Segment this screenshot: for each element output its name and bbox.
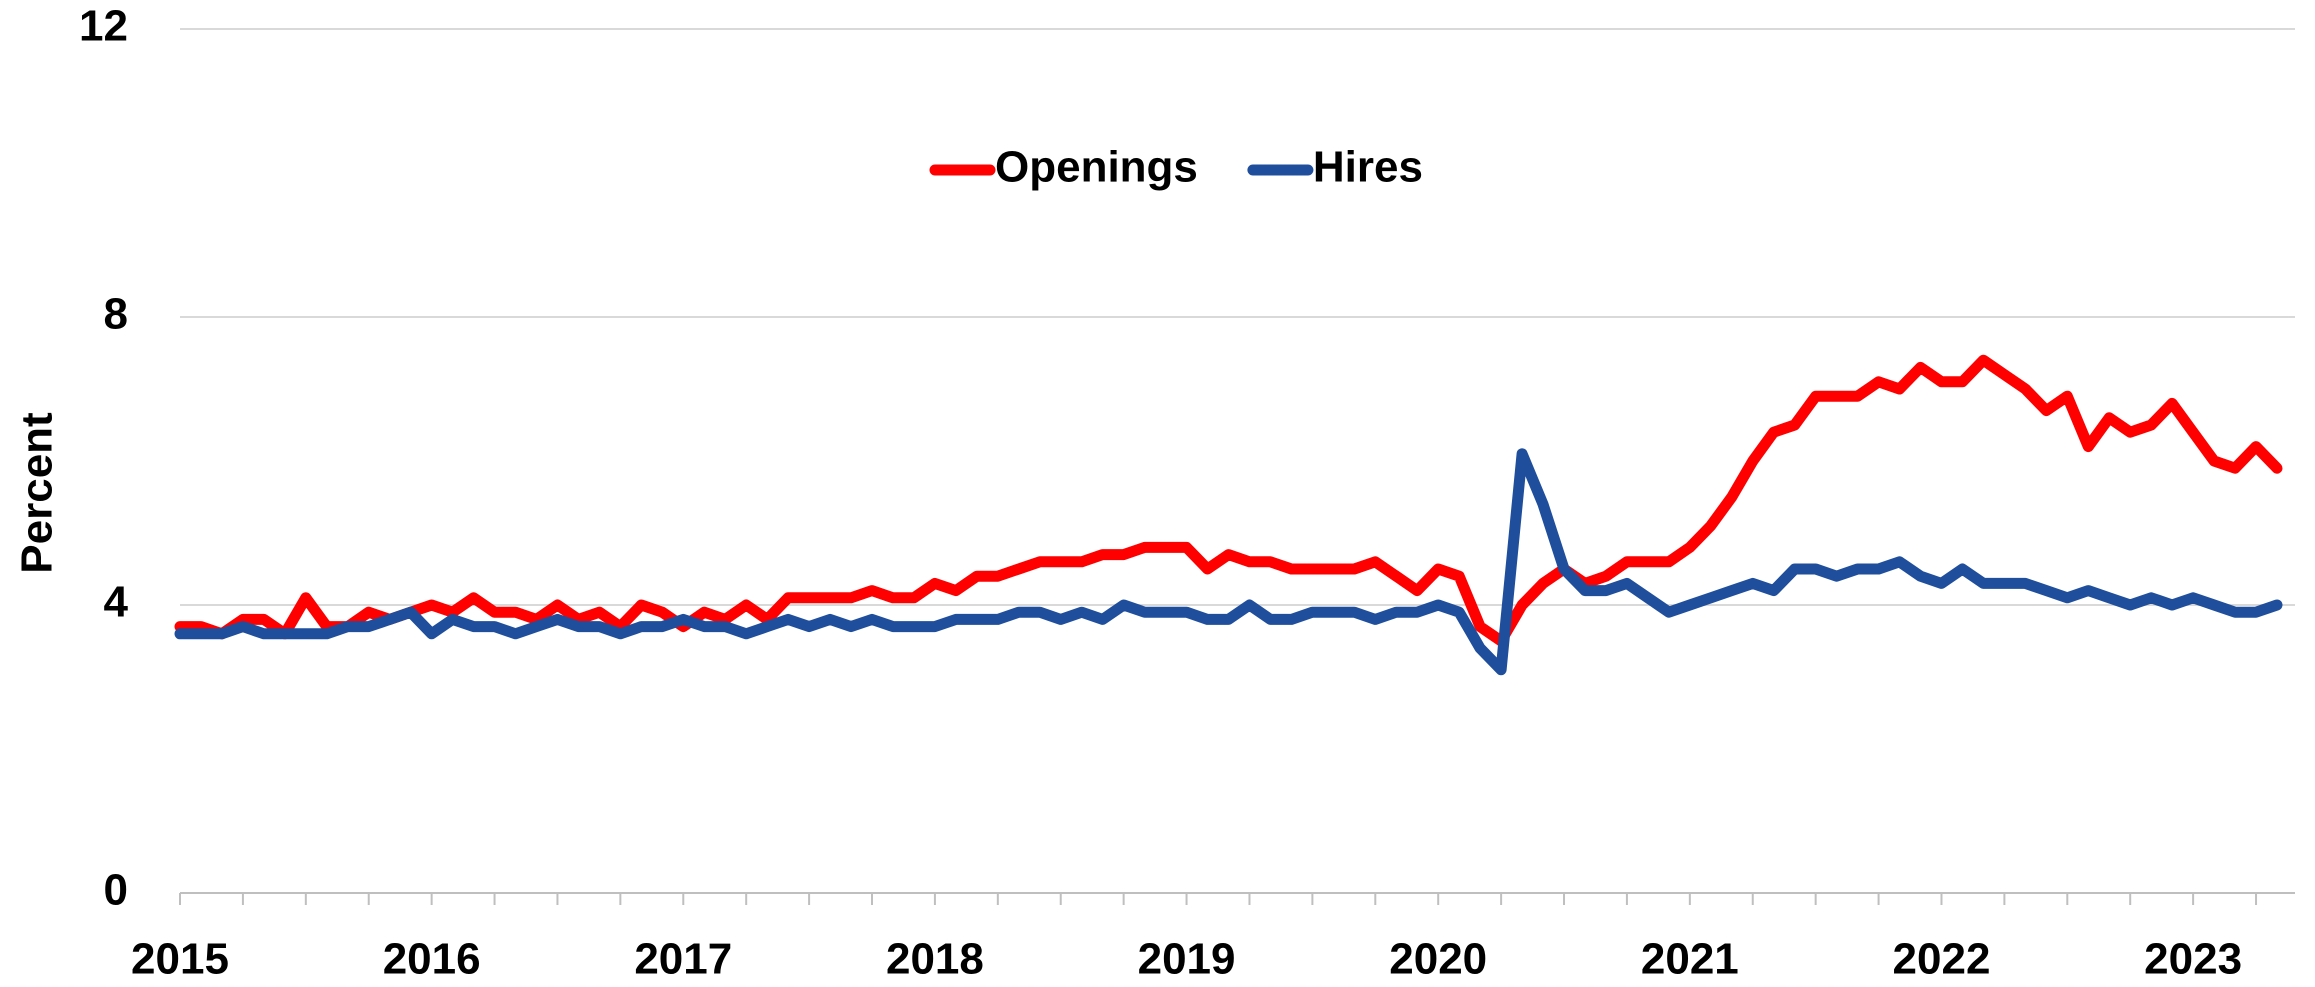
- y-tick-label: 0: [104, 866, 128, 915]
- x-tick-label: 2015: [131, 935, 229, 984]
- x-tick-label: 2023: [2144, 935, 2242, 984]
- x-tick-label: 2021: [1641, 935, 1739, 984]
- y-tick-label: 12: [79, 2, 128, 51]
- x-tick-label: 2019: [1138, 935, 1236, 984]
- x-tick-label: 2017: [634, 935, 732, 984]
- series-line: [174, 354, 2283, 647]
- legend-label: Openings: [995, 143, 1198, 192]
- x-tick-label: 2018: [886, 935, 984, 984]
- y-axis-label: Percent: [13, 412, 62, 574]
- y-tick-label: 8: [104, 290, 128, 339]
- x-tick-label: 2020: [1389, 935, 1487, 984]
- x-tick-label: 2016: [383, 935, 481, 984]
- series-line: [174, 448, 2283, 676]
- x-tick-label: 2022: [1893, 935, 1991, 984]
- legend-label: Hires: [1313, 143, 1423, 192]
- y-tick-label: 4: [104, 578, 129, 627]
